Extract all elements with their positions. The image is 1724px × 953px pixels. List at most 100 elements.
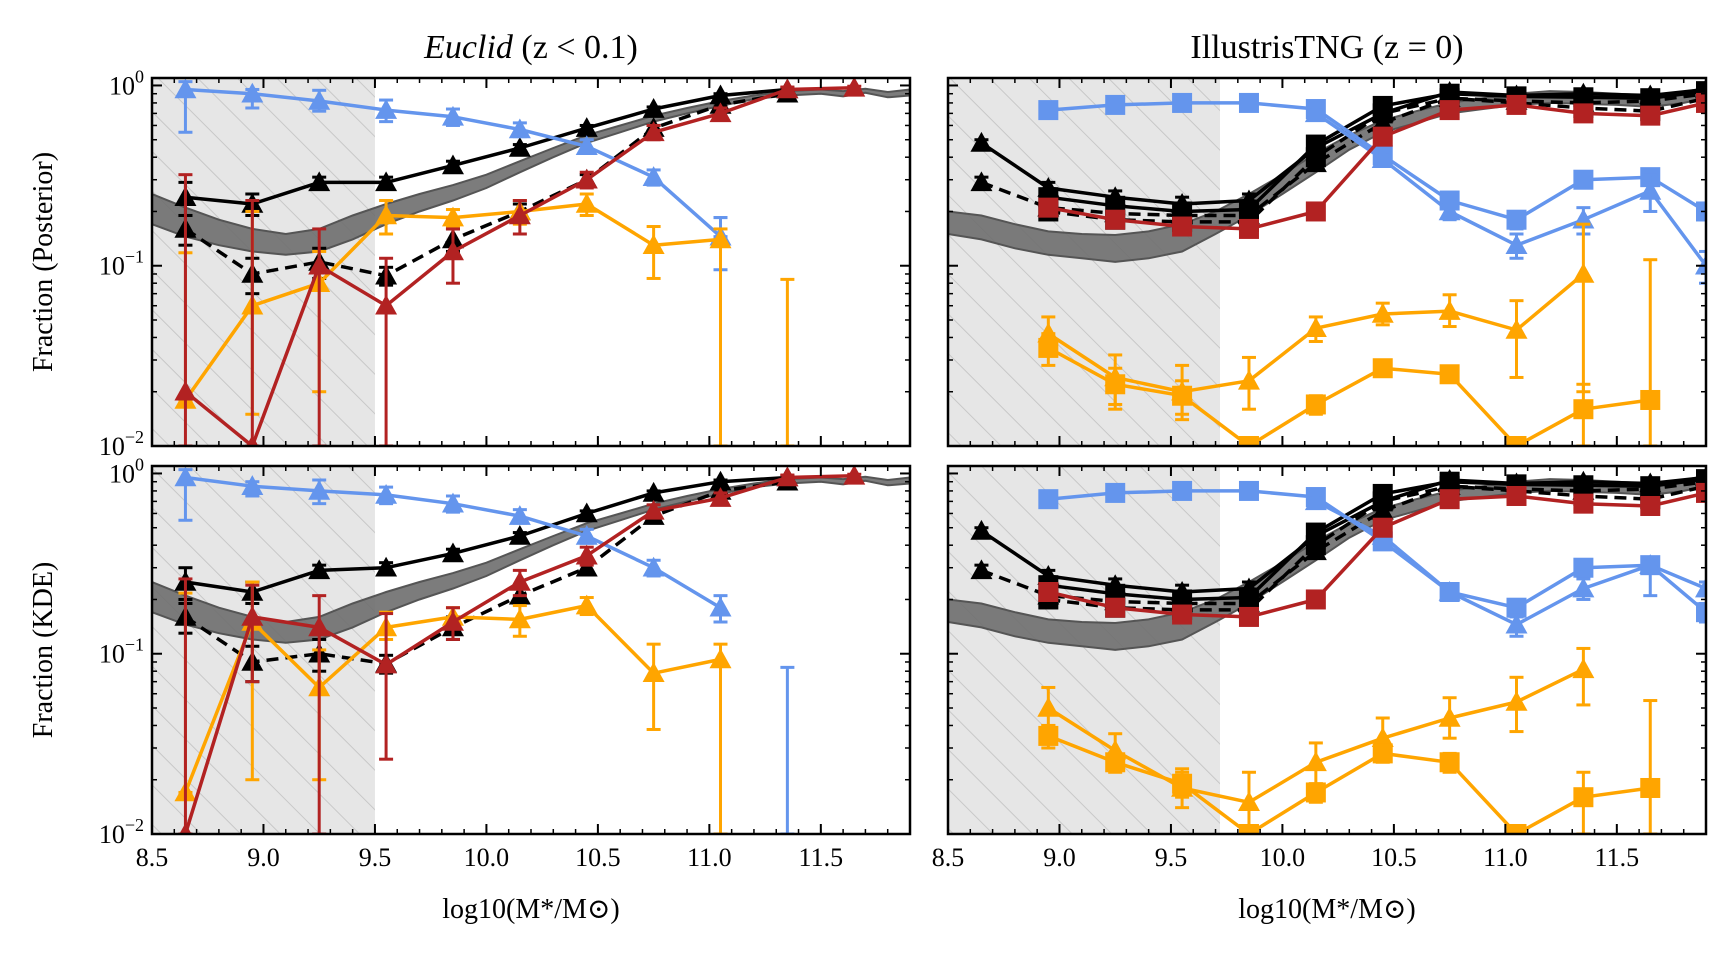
x-tick-label: 8.5 [136, 843, 169, 872]
data-point [508, 505, 531, 525]
data-point [1305, 535, 1326, 556]
data-point [1371, 302, 1394, 323]
y-tick-label: 10−2 [99, 815, 144, 849]
x-tick-label: 10.5 [575, 843, 621, 872]
data-point [1172, 480, 1193, 501]
column-title-rest: IllustrisTNG (z = 0) [1190, 29, 1463, 66]
data-point [970, 171, 993, 192]
data-point [970, 559, 993, 580]
data-point [970, 519, 993, 540]
data-point [1572, 577, 1595, 598]
data-point [575, 135, 598, 156]
data-point [575, 544, 598, 565]
data-point [1439, 489, 1460, 510]
series-line [980, 91, 1706, 218]
panel-euclid-kde [152, 466, 910, 834]
data-point [375, 99, 398, 119]
x-axis-label: log10(M*/M⊙) [442, 894, 619, 925]
x-tick-label: 9.0 [247, 843, 280, 872]
data-point [441, 206, 464, 227]
data-point [1439, 364, 1460, 385]
data-point [642, 662, 665, 682]
data-point [1238, 92, 1259, 113]
data-point [1438, 581, 1461, 601]
data-point [1506, 485, 1527, 506]
data-point [1372, 743, 1393, 764]
series-orange-lonebar [780, 277, 795, 446]
data-point [709, 487, 732, 507]
data-point [1305, 589, 1326, 610]
data-point [375, 171, 398, 192]
data-point [1573, 493, 1594, 514]
data-point [375, 653, 398, 674]
series-red [178, 466, 866, 834]
data-point [179, 823, 192, 834]
series-red [174, 78, 866, 446]
data-point [1439, 752, 1460, 773]
data-point [642, 166, 665, 186]
x-tick-label: 11.5 [799, 843, 844, 872]
data-point [1505, 319, 1528, 339]
data-point [1237, 369, 1260, 390]
y-tick-label: 10−1 [99, 247, 144, 281]
data-point [174, 380, 197, 401]
data-point [642, 234, 665, 254]
x-tick-label: 10.0 [464, 843, 510, 872]
series-blue [174, 466, 732, 624]
data-point [508, 136, 531, 157]
series-orange-square [1038, 699, 1661, 834]
series-red-square [1038, 482, 1706, 627]
series-blue [174, 78, 732, 272]
data-point [1506, 94, 1527, 115]
data-point [1237, 791, 1260, 812]
excluded-region-hatch [948, 466, 1220, 834]
data-point [642, 556, 665, 577]
data-point [1304, 102, 1327, 123]
data-point [1038, 337, 1059, 358]
y-tick-label: 10−1 [99, 635, 144, 669]
data-point [1238, 436, 1259, 446]
data-point [1573, 399, 1594, 420]
data-point [241, 82, 264, 103]
data-point [1506, 436, 1527, 446]
y-axis-label: Fraction (Posterior) [28, 152, 59, 372]
x-tick-label: 11.0 [687, 843, 732, 872]
data-point [1172, 604, 1193, 625]
x-tick-label: 10.5 [1371, 843, 1417, 872]
series-line [1048, 484, 1706, 612]
data-point [642, 121, 665, 142]
data-point [441, 240, 464, 261]
series-line [1047, 734, 1651, 834]
data-point [308, 171, 331, 192]
data-point [1506, 824, 1527, 834]
data-point [1640, 105, 1661, 126]
data-point [308, 616, 331, 637]
data-point [1639, 554, 1662, 574]
data-point [508, 570, 531, 591]
data-point [308, 559, 331, 580]
data-point [441, 610, 464, 631]
data-point [375, 204, 398, 225]
data-point [1371, 727, 1394, 747]
data-point [1172, 216, 1193, 237]
data-point [1105, 482, 1126, 503]
data-point [1238, 606, 1259, 627]
data-point [843, 466, 866, 485]
data-point [1038, 489, 1059, 510]
data-point [508, 524, 531, 545]
y-tick-label: 100 [109, 454, 144, 488]
data-point [508, 118, 531, 139]
data-point [1438, 300, 1461, 320]
data-point [1172, 385, 1193, 406]
data-point [709, 102, 732, 123]
data-point [776, 78, 799, 99]
data-point [1105, 597, 1126, 618]
data-point [1438, 707, 1461, 727]
data-point [1105, 209, 1126, 230]
excluded-region-hatch [948, 78, 1220, 446]
data-point [1105, 752, 1126, 773]
data-point [642, 98, 665, 118]
series-orange-square [1038, 258, 1661, 446]
panel-euclid-posterior [152, 78, 910, 446]
